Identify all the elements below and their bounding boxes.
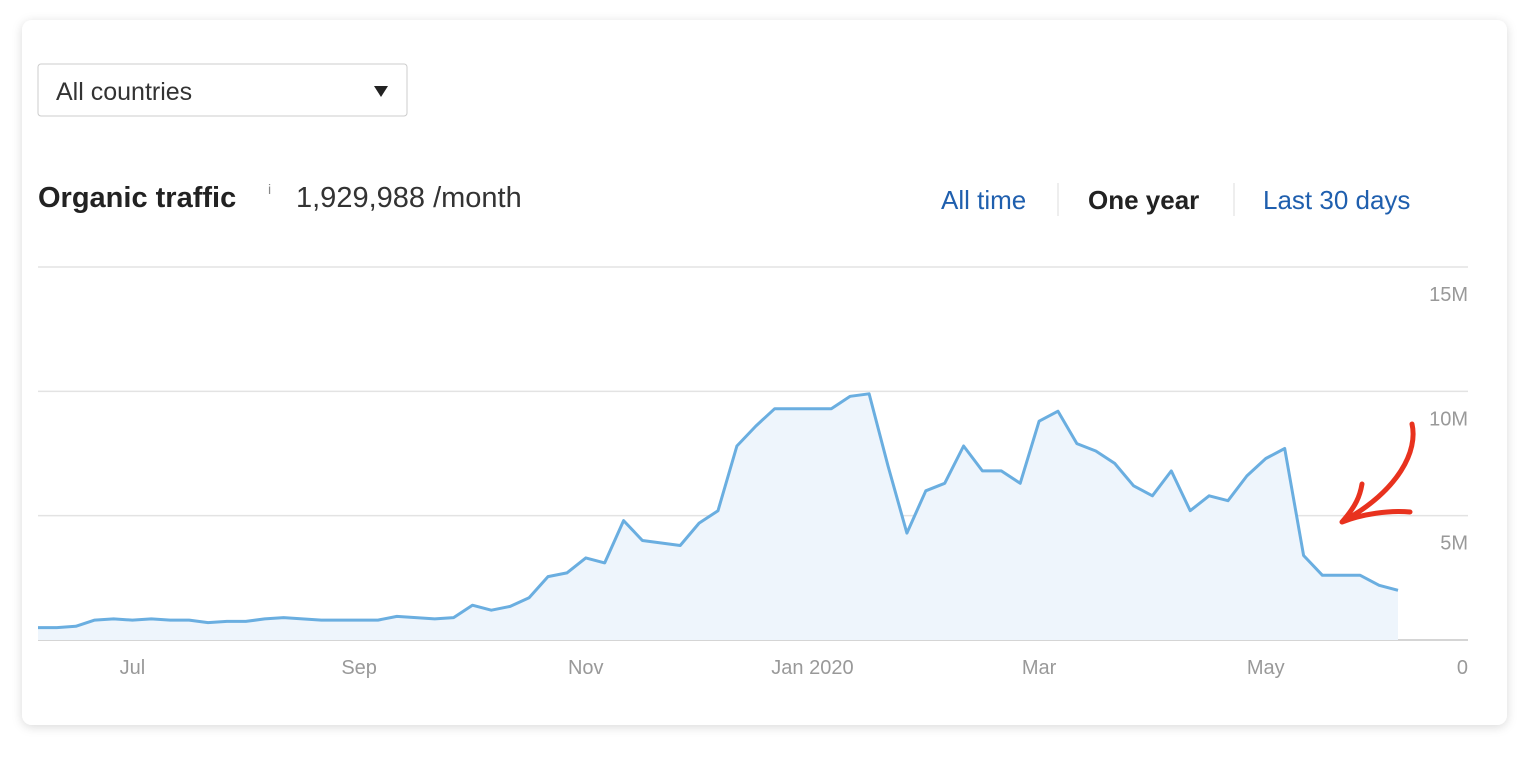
country-dropdown[interactable]: All countries	[37, 63, 408, 117]
line	[38, 392, 1399, 630]
range-tabs: All time One year Last 30 days	[941, 185, 1410, 215]
y-tick-label: 15M	[1429, 284, 1468, 306]
x-tick-label: Sep	[341, 657, 377, 679]
chart: 0 5M 10M 15M Jul Sep Nov Jan 2020 Mar May	[38, 266, 1468, 679]
dropdown-arrow	[374, 86, 388, 97]
x-tick-label: May	[1247, 657, 1285, 679]
range-tab[interactable]: One year	[1088, 185, 1199, 215]
x-tick-label: Jan 2020	[771, 657, 853, 679]
info-icon[interactable]: i	[268, 181, 271, 197]
y-tick-label: 5M	[1440, 533, 1468, 555]
y-tick-label: 0	[1457, 657, 1468, 679]
y-tick-label: 10M	[1429, 408, 1468, 430]
x-tick-label: Jul	[120, 657, 146, 679]
range-tab[interactable]: Last 30 days	[1263, 185, 1410, 215]
annotation-arrow	[1339, 421, 1416, 525]
x-tick-label: Nov	[568, 657, 604, 679]
x-tick-label: Mar	[1022, 657, 1057, 679]
range-tab[interactable]: All time	[941, 185, 1026, 215]
dropdown-label: All countries	[56, 78, 192, 106]
dropdown-box[interactable]	[37, 63, 408, 117]
metric-value: 1,929,988 /month	[296, 182, 522, 214]
area	[38, 393, 1398, 640]
metric-title: Organic traffic	[38, 182, 236, 214]
